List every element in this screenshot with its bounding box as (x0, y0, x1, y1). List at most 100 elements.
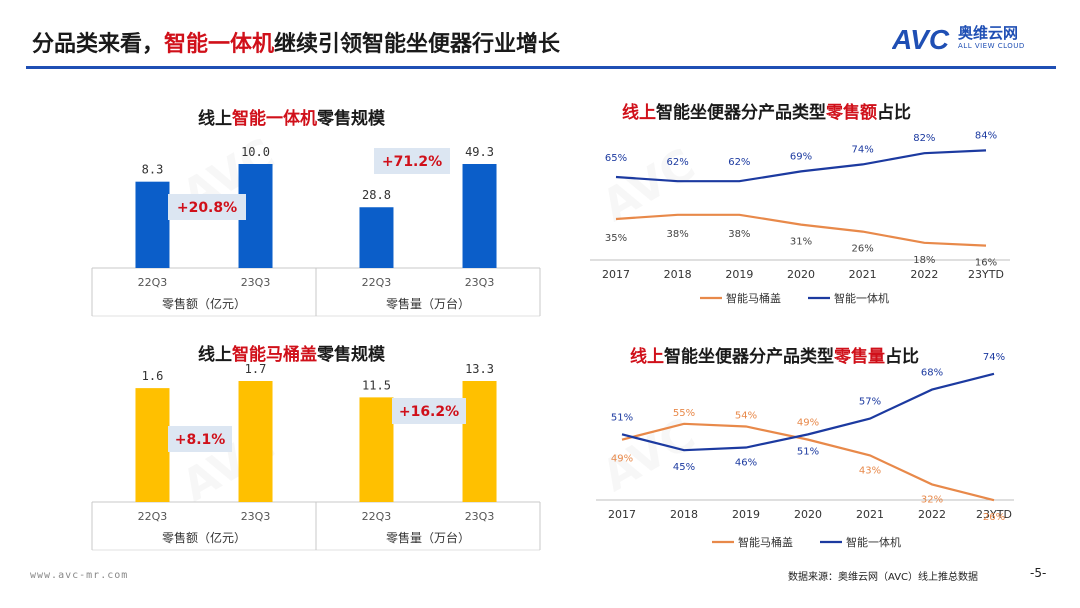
data-label: 55% (673, 408, 695, 419)
logo-text: 奥维云网 (958, 24, 1019, 42)
x-tick-label: 2018 (670, 508, 698, 521)
bar-value-label: 1.7 (245, 362, 267, 376)
x-tick-label: 22Q3 (362, 510, 392, 523)
x-tick-label: 2021 (849, 268, 877, 281)
x-tick-label: 2022 (918, 508, 946, 521)
logo-mark: AVC (892, 24, 950, 55)
chart3-title: 线上智能坐便器分产品类型零售额占比 (622, 103, 911, 123)
x-tick-label: 2019 (725, 268, 753, 281)
x-tick-label: 23Q3 (241, 276, 271, 289)
data-label: 16% (975, 258, 997, 269)
bar (135, 181, 170, 268)
data-source: 数据来源：奥维云网（AVC）线上推总数据 (788, 572, 979, 583)
data-label: 74% (983, 352, 1005, 363)
data-label: 45% (673, 462, 695, 473)
legend-label: 智能马桶盖 (738, 535, 793, 549)
x-tick-label: 2017 (602, 268, 630, 281)
bar (462, 164, 497, 268)
growth-rate-label: +71.2% (382, 154, 442, 170)
data-label: 49% (611, 454, 633, 465)
chart4-title: 线上智能坐便器分产品类型零售量占比 (630, 347, 919, 367)
bar-value-label: 28.8 (362, 188, 391, 202)
growth-rate-label: +16.2% (399, 404, 459, 420)
group-axis-label: 零售额（亿元） (162, 530, 246, 545)
data-label: 65% (605, 153, 627, 164)
bar (238, 381, 273, 502)
bar (135, 388, 170, 502)
x-tick-label: 2022 (910, 268, 938, 281)
bar-value-label: 11.5 (362, 378, 391, 392)
data-label: 69% (790, 151, 812, 162)
bar-value-label: 13.3 (465, 362, 494, 376)
data-label: 74% (852, 144, 874, 155)
series-line-integrated (615, 149, 987, 183)
bar-value-label: 1.6 (142, 369, 164, 383)
x-tick-label: 23YTD (976, 508, 1012, 521)
data-label: 32% (921, 494, 943, 505)
data-label: 49% (797, 418, 819, 429)
growth-rate-label: +20.8% (177, 200, 237, 216)
data-label: 84% (975, 130, 997, 141)
x-tick-label: 22Q3 (138, 276, 168, 289)
data-label: 43% (859, 465, 881, 476)
x-tick-label: 22Q3 (138, 510, 168, 523)
bar (462, 381, 497, 502)
x-tick-label: 23Q3 (241, 510, 271, 523)
data-label: 38% (667, 229, 689, 240)
x-tick-label: 23Q3 (465, 510, 495, 523)
legend-label: 智能一体机 (846, 535, 901, 549)
avc-logo: AVC (892, 24, 950, 55)
data-label: 62% (728, 157, 750, 168)
group-axis-label: 零售额（亿元） (162, 296, 246, 311)
bar-value-label: 8.3 (142, 163, 164, 177)
data-label: 82% (913, 133, 935, 144)
x-tick-label: 23YTD (968, 268, 1004, 281)
series-line-toilet-lid (615, 213, 987, 247)
data-label: 51% (797, 446, 819, 457)
data-label: 62% (667, 157, 689, 168)
title-underline (26, 66, 1056, 69)
growth-callout-box (392, 398, 466, 424)
chart1-title: 线上智能一体机零售规模 (198, 109, 385, 129)
data-label: 46% (735, 458, 757, 469)
group-axis-label: 零售量（万台） (386, 296, 470, 311)
growth-rate-label: +8.1% (175, 432, 226, 448)
data-label: 18% (913, 255, 935, 266)
data-label: 54% (735, 410, 757, 421)
growth-callout-box (374, 148, 450, 174)
x-tick-label: 2019 (732, 508, 760, 521)
x-tick-label: 2018 (664, 268, 692, 281)
x-tick-label: 2017 (608, 508, 636, 521)
footer-url[interactable]: www.avc-mr.com (30, 570, 129, 581)
series-line-integrated (621, 372, 995, 452)
x-tick-label: 2020 (794, 508, 822, 521)
growth-callout-box (168, 194, 246, 220)
data-label: 26% (852, 244, 874, 255)
data-label: 35% (605, 233, 627, 244)
bar-value-label: 10.0 (241, 145, 270, 159)
group-axis-label: 零售量（万台） (386, 530, 470, 545)
data-label: 57% (859, 397, 881, 408)
data-label: 51% (611, 412, 633, 423)
page-number: -5- (1030, 566, 1047, 580)
x-tick-label: 2021 (856, 508, 884, 521)
page-title: 分品类来看，智能一体机继续引领智能坐便器行业增长 (32, 32, 561, 57)
bar-value-label: 49.3 (465, 145, 494, 159)
data-label: 68% (921, 368, 943, 379)
legend-label: 智能马桶盖 (726, 291, 781, 305)
logo-subtext: ALL VIEW CLOUD (958, 42, 1025, 50)
x-tick-label: 23Q3 (465, 276, 495, 289)
data-label: 31% (790, 237, 812, 248)
legend-label: 智能一体机 (834, 291, 889, 305)
data-label: 38% (728, 229, 750, 240)
x-tick-label: 2020 (787, 268, 815, 281)
chart2-title: 线上智能马桶盖零售规模 (198, 345, 385, 365)
data-label: 26% (983, 512, 1005, 523)
x-tick-label: 22Q3 (362, 276, 392, 289)
bar (359, 207, 394, 268)
growth-callout-box (168, 426, 232, 452)
series-line-toilet-lid (621, 422, 995, 502)
bar (359, 397, 394, 502)
